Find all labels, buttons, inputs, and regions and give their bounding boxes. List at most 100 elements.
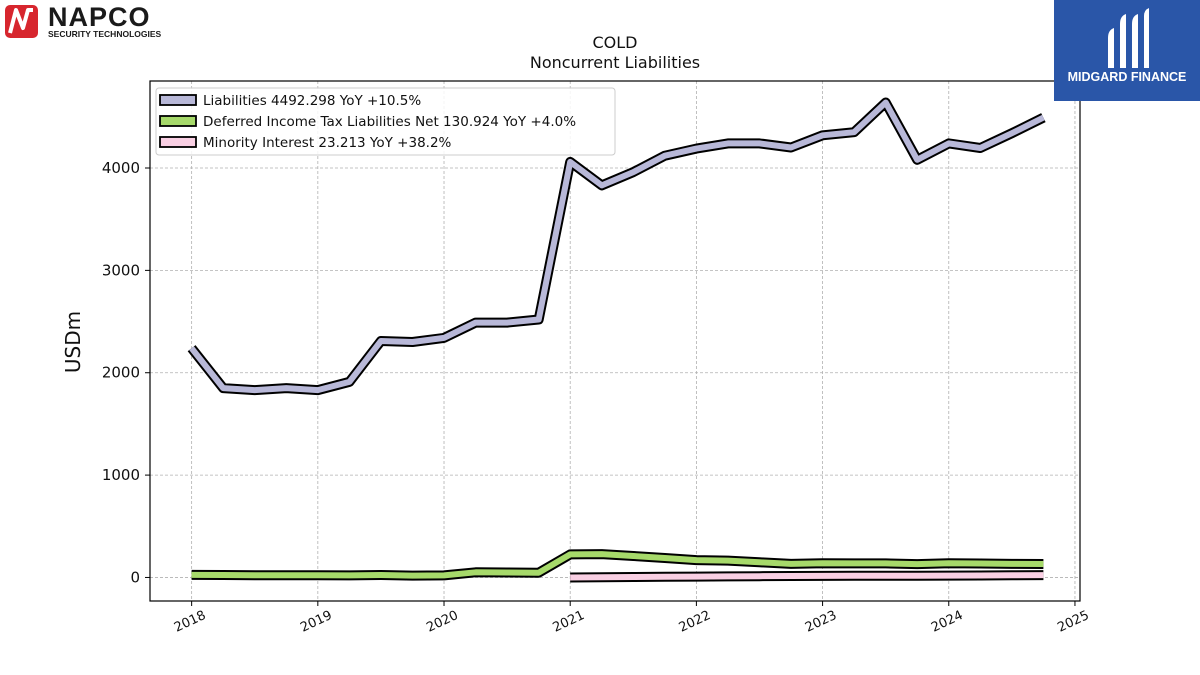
data-point — [854, 132, 855, 133]
midgard-logo: MIDGARD FINANCE — [1054, 0, 1200, 101]
data-point — [696, 576, 697, 577]
midgard-logo-name: MIDGARD FINANCE — [1068, 70, 1187, 84]
data-point — [980, 563, 981, 564]
data-point — [822, 563, 823, 564]
legend-label-0: Liabilities 4492.298 YoY +10.5% — [203, 93, 421, 109]
data-point — [980, 575, 981, 576]
x-tick-label: 2022 — [677, 608, 713, 636]
y-tick-label: 4000 — [102, 159, 140, 177]
legend-box — [155, 87, 616, 156]
data-point — [917, 564, 918, 565]
data-point — [254, 390, 255, 391]
data-point — [696, 148, 697, 149]
data-point — [601, 577, 602, 578]
data-point — [790, 147, 791, 148]
data-point — [917, 159, 918, 160]
legend-swatch-2 — [159, 136, 197, 148]
napco-logo-tagline: SECURITY TECHNOLOGIES — [48, 29, 162, 39]
data-point — [727, 143, 728, 144]
midgard-logo-mark — [1108, 8, 1149, 68]
y-tick-label: 1000 — [102, 466, 140, 484]
data-point — [790, 563, 791, 564]
data-point — [1011, 575, 1012, 576]
series-line-1 — [191, 551, 1044, 579]
data-point — [696, 560, 697, 561]
data-point — [759, 576, 760, 577]
data-point — [191, 348, 192, 349]
chart-subtitle: Noncurrent Liabilities — [530, 53, 700, 72]
chart-title: COLD — [593, 33, 638, 52]
data-point — [664, 557, 665, 558]
data-point — [822, 575, 823, 576]
data-point — [507, 322, 508, 323]
series-line-2 — [570, 572, 1044, 581]
data-point — [349, 575, 350, 576]
data-point — [412, 341, 413, 342]
data-point — [854, 575, 855, 576]
series-layer — [187, 97, 1046, 583]
data-point — [507, 572, 508, 573]
data-point — [948, 575, 949, 576]
data-point — [885, 102, 886, 103]
data-point — [948, 143, 949, 144]
x-tick-label: 2019 — [298, 608, 334, 636]
data-point — [317, 390, 318, 391]
data-point — [948, 563, 949, 564]
data-point — [1043, 563, 1044, 564]
data-point — [885, 575, 886, 576]
plot-frame — [149, 80, 1081, 602]
data-point — [1043, 575, 1044, 576]
legend-label-2: Minority Interest 23.213 YoY +38.2% — [203, 135, 452, 151]
data-point — [380, 574, 381, 575]
data-point — [633, 172, 634, 173]
y-tick-label: 3000 — [102, 261, 140, 279]
x-tick-label: 2020 — [424, 608, 460, 636]
legend-swatch-0 — [159, 94, 197, 106]
x-tick-label: 2021 — [551, 608, 587, 636]
midgard-logo-background — [1054, 0, 1200, 101]
data-point — [570, 554, 571, 555]
data-point — [727, 576, 728, 577]
data-point — [1011, 133, 1012, 134]
data-point — [601, 554, 602, 555]
data-point — [854, 563, 855, 564]
data-point — [475, 322, 476, 323]
data-point — [633, 576, 634, 577]
data-point — [223, 388, 224, 389]
data-point — [633, 555, 634, 556]
series-line-0 — [189, 99, 1045, 394]
data-point — [664, 576, 665, 577]
data-point — [412, 575, 413, 576]
data-point — [759, 143, 760, 144]
data-point — [443, 575, 444, 576]
data-point — [191, 574, 192, 575]
data-point — [1043, 117, 1044, 118]
data-point — [317, 575, 318, 576]
legend-swatch-1 — [159, 115, 197, 127]
data-point — [664, 155, 665, 156]
napco-logo: NAPCO SECURITY TECHNOLOGIES — [5, 2, 162, 39]
data-point — [1011, 563, 1012, 564]
data-point — [822, 135, 823, 136]
napco-logo-glyph — [8, 8, 33, 34]
data-point — [885, 563, 886, 564]
y-tick-label: 0 — [130, 568, 140, 586]
data-point — [286, 388, 287, 389]
y-axis-label: USDm — [61, 311, 85, 373]
data-point — [254, 575, 255, 576]
napco-logo-name: NAPCO — [48, 2, 151, 32]
data-point — [790, 575, 791, 576]
data-point — [538, 572, 539, 573]
x-tick-label: 2024 — [929, 608, 965, 636]
data-point — [538, 319, 539, 320]
data-point — [917, 575, 918, 576]
y-tick-label: 2000 — [102, 364, 140, 382]
data-point — [286, 575, 287, 576]
data-point — [443, 337, 444, 338]
x-tick-label: 2018 — [172, 608, 208, 636]
x-tick-label: 2025 — [1055, 608, 1091, 636]
data-point — [980, 147, 981, 148]
grid — [150, 81, 1080, 601]
x-tick-label: 2023 — [803, 608, 839, 636]
